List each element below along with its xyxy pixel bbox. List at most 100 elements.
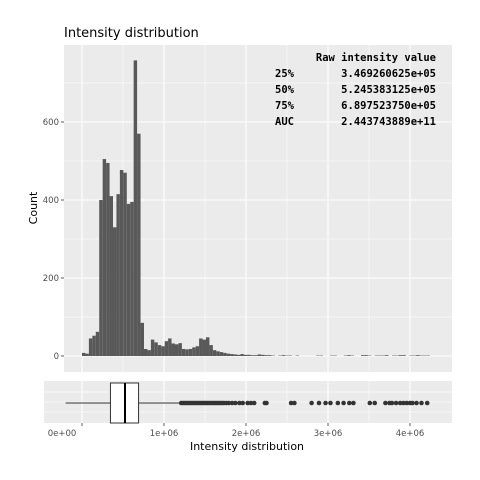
- histogram-bar: [230, 354, 234, 356]
- histogram-bar: [347, 355, 351, 356]
- boxplot-outlier: [397, 400, 403, 406]
- histogram-bar: [82, 352, 86, 356]
- histogram-bar: [133, 60, 138, 356]
- histogram-bar: [95, 331, 100, 356]
- boxplot-outlier: [367, 400, 373, 406]
- quantile-annotation: Raw intensity value 25% 3.469260625e+05 50…: [275, 52, 436, 128]
- annotation-label: 25%: [275, 68, 295, 80]
- y-tick-label: 600: [43, 118, 59, 128]
- boxplot-outlier: [328, 400, 333, 406]
- histogram-bar: [236, 354, 241, 356]
- annotation-label: 75%: [275, 100, 295, 112]
- histogram-bar: [116, 194, 120, 356]
- histogram-bar: [254, 355, 258, 356]
- boxplot-outlier: [288, 400, 294, 406]
- boxplot-outlier: [404, 400, 410, 406]
- annotation-value: 3.469260625e+05: [341, 68, 436, 80]
- histogram-bar: [164, 341, 169, 356]
- boxplot: [65, 382, 430, 424]
- histogram-bar: [99, 200, 103, 356]
- y-tick-label: 400: [43, 196, 59, 206]
- histogram-bar: [181, 348, 186, 356]
- annotation-value: 6.897523750e+05: [341, 100, 436, 112]
- histogram-bar: [233, 354, 237, 356]
- histogram-bar: [143, 348, 148, 356]
- y-axis: 0 200 400 600: [43, 118, 64, 362]
- boxplot-outlier: [309, 400, 314, 406]
- x-tick-label: 4e+06: [396, 429, 425, 439]
- histogram-bar: [92, 335, 96, 356]
- histogram-bar: [185, 349, 189, 356]
- boxplot-outlier: [424, 400, 430, 406]
- boxplot-outlier: [233, 400, 238, 406]
- x-tick-label: 0e+00: [48, 429, 77, 439]
- boxplot-outlier: [245, 400, 250, 406]
- histogram-bar: [123, 172, 127, 356]
- boxplot-outlier: [393, 400, 399, 406]
- annotation-value: 2.443743889e+11: [341, 116, 436, 128]
- annotation-label: 50%: [275, 84, 295, 96]
- boxplot-outlier: [316, 400, 322, 406]
- boxplot-outlier: [419, 400, 424, 406]
- histogram-bars: [82, 60, 430, 356]
- x-axis-title: Intensity distribution: [190, 440, 304, 453]
- boxplot-outlier: [229, 400, 235, 406]
- boxplot-outlier: [383, 400, 388, 406]
- histogram-bar: [112, 227, 117, 356]
- histogram-bar: [402, 355, 406, 356]
- histogram-bar: [106, 162, 110, 356]
- histogram-bar: [250, 355, 255, 356]
- x-tick-label: 1e+06: [150, 429, 179, 439]
- annotation-header: Raw intensity value: [316, 52, 436, 64]
- histogram-bar: [416, 355, 420, 356]
- x-tick-label: 2e+06: [232, 429, 261, 439]
- histogram-bar: [88, 338, 93, 356]
- histogram-bar: [85, 353, 89, 356]
- boxplot-outlier: [237, 400, 242, 406]
- histogram-bar: [102, 159, 107, 356]
- histogram-bar: [150, 339, 155, 356]
- boxplot-outlier: [335, 400, 341, 406]
- histogram-bar: [364, 355, 368, 356]
- histogram-bar: [281, 355, 286, 356]
- histogram-bar: [188, 348, 193, 356]
- histogram-bar: [154, 342, 158, 356]
- histogram-bar: [226, 353, 231, 356]
- histogram-bar: [130, 201, 134, 356]
- chart-title: Intensity distribution: [64, 26, 199, 41]
- histogram-bar: [216, 351, 220, 356]
- boxplot-outlier: [240, 400, 246, 406]
- y-tick-label: 200: [43, 274, 59, 284]
- histogram-bar: [140, 322, 144, 356]
- histogram-bar: [209, 345, 213, 356]
- histogram-bar: [168, 338, 172, 356]
- histogram-bar: [192, 347, 196, 356]
- histogram-bar: [223, 352, 227, 356]
- boxplot-outlier: [410, 400, 415, 406]
- histogram-bar: [171, 343, 175, 356]
- y-tick-label: 0: [54, 352, 59, 362]
- histogram-bar: [257, 354, 262, 356]
- boxplot-outlier: [414, 400, 419, 406]
- boxplot-outlier: [292, 400, 297, 406]
- x-tick-label: 3e+06: [314, 429, 343, 439]
- histogram-bar: [247, 354, 251, 356]
- histogram-bar: [205, 337, 210, 356]
- histogram-bar: [264, 355, 268, 356]
- boxplot-outlier: [341, 400, 346, 406]
- histogram-bar: [157, 345, 162, 356]
- boxplot-outlier: [389, 400, 395, 406]
- boxplot-outlier: [323, 400, 328, 406]
- histogram-bar: [212, 350, 217, 356]
- histogram-bar: [243, 354, 248, 356]
- boxplot-outlier: [264, 400, 269, 406]
- histogram-bar: [360, 355, 365, 356]
- boxplot-outlier: [372, 400, 378, 406]
- histogram-bar: [178, 343, 182, 356]
- histogram-bar: [174, 344, 179, 356]
- histogram-bar: [261, 354, 265, 356]
- histogram-bar: [240, 354, 244, 356]
- histogram-bar: [161, 346, 165, 356]
- histogram-bar: [119, 169, 124, 356]
- boxplot-outlier: [226, 400, 232, 406]
